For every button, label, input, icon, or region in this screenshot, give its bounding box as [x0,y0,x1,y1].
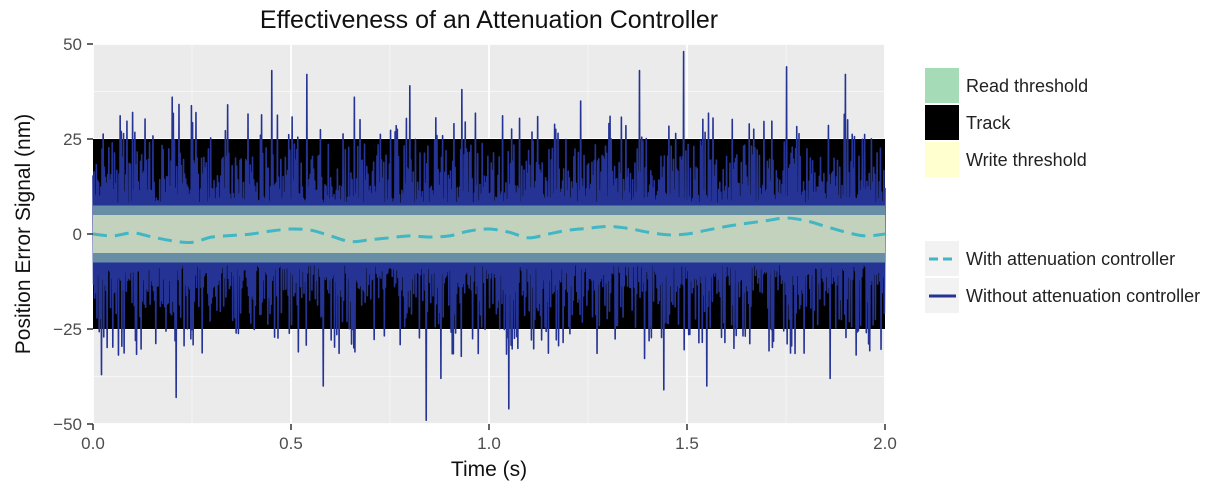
legend-label: Write threshold [966,150,1087,170]
y-axis-label: Position Error Signal (nm) [12,114,35,354]
x-axis: 0.0 0.5 1.0 1.5 2.0 [81,424,897,453]
x-tick-label: 2.0 [873,434,897,453]
plot-panel [92,43,886,425]
legend-label: Read threshold [966,76,1088,96]
legend-label: With attenuation controller [966,249,1175,269]
chart-title: Effectiveness of an Attenuation Controll… [260,6,718,34]
x-tick-label: 1.5 [675,434,699,453]
legend-swatch [925,105,959,140]
legend-swatch [925,68,959,103]
series-with-attenuation [92,216,886,245]
legend-swatch [925,142,959,177]
legend-label: Track [966,113,1011,133]
x-axis-label: Time (s) [451,458,527,481]
threshold-bands-overlay [93,205,885,263]
y-axis: 50 25 0 −25 −50 [53,35,93,434]
y-tick-label: 0 [73,225,82,244]
legend: Read threshold Track Write threshold With a… [925,68,1200,313]
line-with-attenuation [92,216,886,245]
x-tick-label: 0.0 [81,434,105,453]
legend-label: Without attenuation controller [966,286,1200,306]
y-tick-label: −50 [53,415,82,434]
x-tick-label: 0.5 [279,434,303,453]
y-tick-label: 25 [63,130,82,149]
y-tick-label: 50 [63,35,82,54]
x-tick-label: 1.0 [477,434,501,453]
y-tick-label: −25 [53,320,82,339]
